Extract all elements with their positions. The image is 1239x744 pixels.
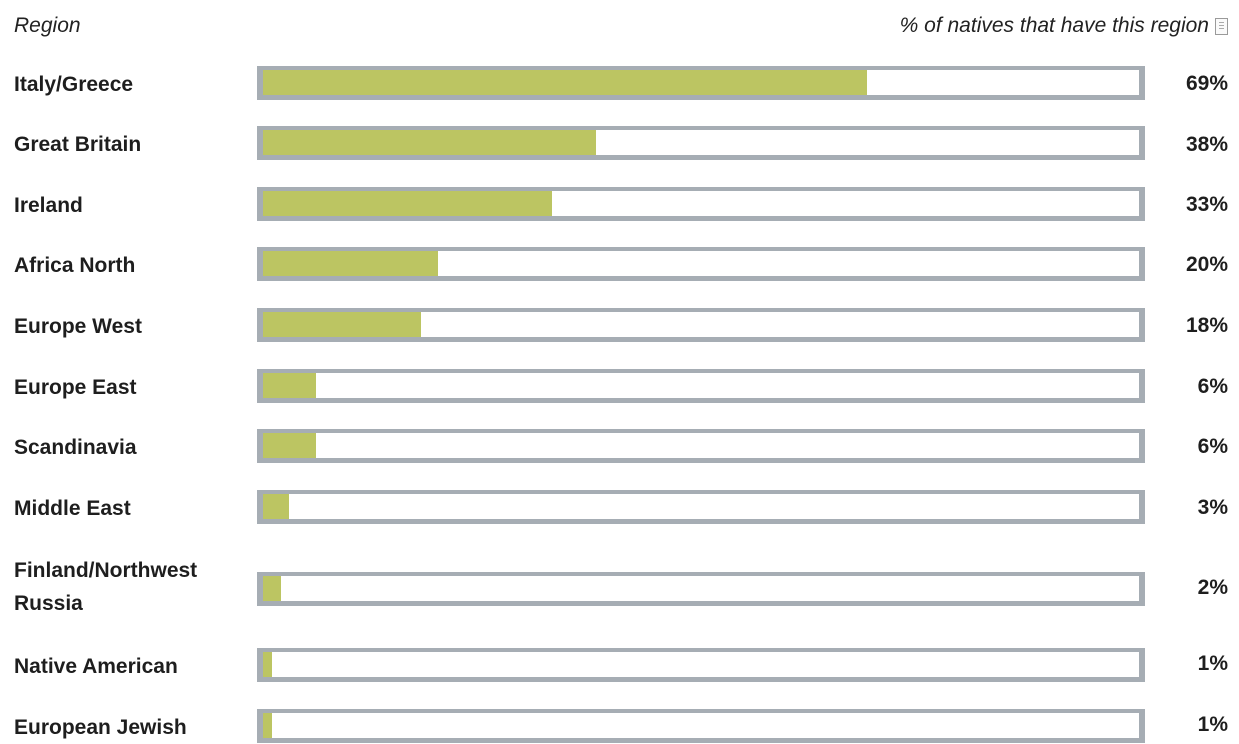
- bar-track: [257, 308, 1145, 342]
- bar-track: [257, 66, 1145, 100]
- region-label: Middle East: [14, 497, 131, 520]
- bar-track: [257, 247, 1145, 281]
- info-icon[interactable]: [1215, 17, 1228, 35]
- region-label: Native American: [14, 655, 178, 678]
- percent-value: 2%: [1197, 576, 1228, 599]
- bar-track: [257, 126, 1145, 160]
- percent-value: 6%: [1197, 375, 1228, 398]
- percent-value: 38%: [1185, 133, 1228, 156]
- bar-fill: [263, 373, 316, 398]
- percent-value: 1%: [1197, 713, 1228, 736]
- region-label: Italy/Greece: [14, 73, 134, 96]
- region-label: European Jewish: [14, 716, 187, 739]
- bar-fill: [263, 433, 316, 458]
- bar-fill: [263, 70, 867, 95]
- bar-track: [257, 648, 1145, 682]
- bar-track: [257, 187, 1145, 221]
- percent-value: 18%: [1185, 314, 1228, 337]
- region-label: Finland/Northwest Russia: [14, 559, 198, 615]
- bar-fill: [263, 130, 596, 155]
- region-label: Europe West: [14, 315, 142, 338]
- bar-track: [257, 429, 1145, 463]
- percent-value: 3%: [1197, 496, 1228, 519]
- region-label: Ireland: [14, 194, 83, 217]
- region-label: Scandinavia: [14, 436, 137, 459]
- region-label: Great Britain: [14, 133, 142, 156]
- percent-column-header-label: % of natives that have this region: [899, 14, 1209, 37]
- bar-fill: [263, 494, 289, 519]
- region-column-header: Region: [14, 14, 81, 37]
- percent-column-header: % of natives that have this region: [900, 14, 1228, 38]
- bar-fill: [263, 713, 272, 738]
- bar-fill: [263, 576, 281, 601]
- percent-value: 33%: [1185, 193, 1228, 216]
- percent-value: 20%: [1185, 253, 1228, 276]
- region-label: Europe East: [14, 376, 137, 399]
- bar-fill: [263, 652, 272, 677]
- bar-track: [257, 572, 1145, 606]
- percent-value: 1%: [1197, 652, 1228, 675]
- bar-track: [257, 490, 1145, 524]
- bar-fill: [263, 312, 421, 337]
- bar-track: [257, 369, 1145, 403]
- percent-value: 69%: [1185, 72, 1228, 95]
- percent-value: 6%: [1197, 435, 1228, 458]
- bar-fill: [263, 191, 552, 216]
- region-label: Africa North: [14, 254, 136, 277]
- bar-track: [257, 709, 1145, 743]
- table-header: Region % of natives that have this regio…: [14, 14, 1228, 44]
- bar-fill: [263, 251, 438, 276]
